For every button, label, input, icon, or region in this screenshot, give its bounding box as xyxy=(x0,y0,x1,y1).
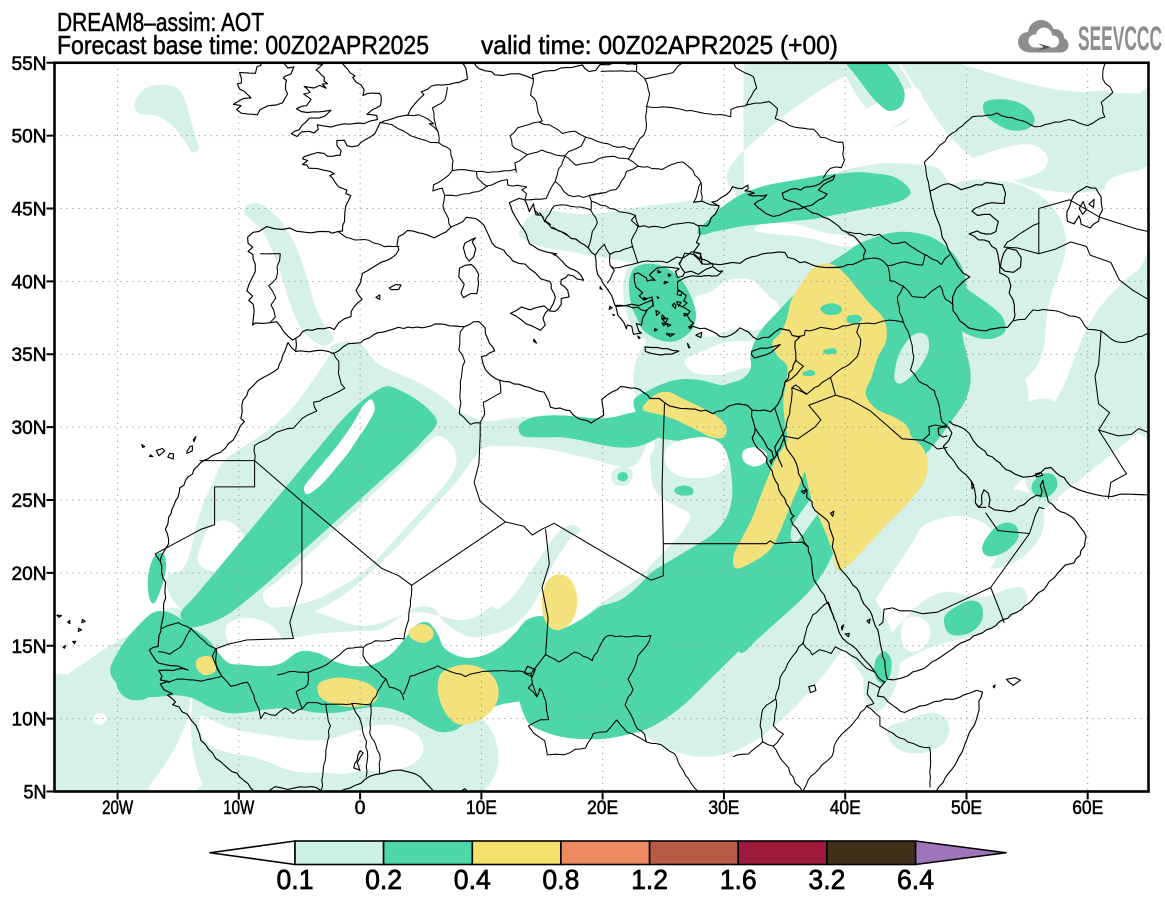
svg-text:40E: 40E xyxy=(830,797,861,819)
svg-text:1.2: 1.2 xyxy=(631,864,668,895)
svg-text:0.2: 0.2 xyxy=(365,864,402,895)
svg-text:10N: 10N xyxy=(12,709,47,731)
svg-text:25N: 25N xyxy=(12,490,47,512)
svg-text:0.8: 0.8 xyxy=(542,864,579,895)
svg-text:valid time: 00Z02APR2025 (+00): valid time: 00Z02APR2025 (+00) xyxy=(481,30,838,60)
svg-text:20N: 20N xyxy=(12,563,47,585)
svg-text:30E: 30E xyxy=(708,797,739,819)
svg-text:0.4: 0.4 xyxy=(454,864,491,895)
svg-text:30N: 30N xyxy=(12,417,47,439)
svg-text:1.6: 1.6 xyxy=(720,864,757,895)
svg-text:6.4: 6.4 xyxy=(897,864,934,895)
svg-text:0.1: 0.1 xyxy=(277,864,314,895)
svg-text:20W: 20W xyxy=(102,797,133,819)
svg-text:3.2: 3.2 xyxy=(808,864,845,895)
svg-text:50E: 50E xyxy=(951,797,982,819)
svg-text:Forecast base time: 00Z02APR20: Forecast base time: 00Z02APR2025 xyxy=(57,30,429,60)
svg-text:DREAM8–assim: AOT: DREAM8–assim: AOT xyxy=(57,7,264,37)
svg-text:5N: 5N xyxy=(24,782,47,804)
svg-text:55N: 55N xyxy=(12,53,47,75)
svg-text:40N: 40N xyxy=(12,271,47,293)
svg-text:50N: 50N xyxy=(12,126,47,148)
svg-text:45N: 45N xyxy=(12,199,47,221)
svg-text:60E: 60E xyxy=(1072,797,1103,819)
svg-text:SEEVCCC: SEEVCCC xyxy=(1078,20,1162,58)
svg-text:10W: 10W xyxy=(223,797,254,819)
svg-text:35N: 35N xyxy=(12,344,47,366)
svg-text:20E: 20E xyxy=(587,797,618,819)
svg-text:10E: 10E xyxy=(466,797,497,819)
svg-text:0: 0 xyxy=(355,797,366,819)
svg-text:15N: 15N xyxy=(12,636,47,658)
